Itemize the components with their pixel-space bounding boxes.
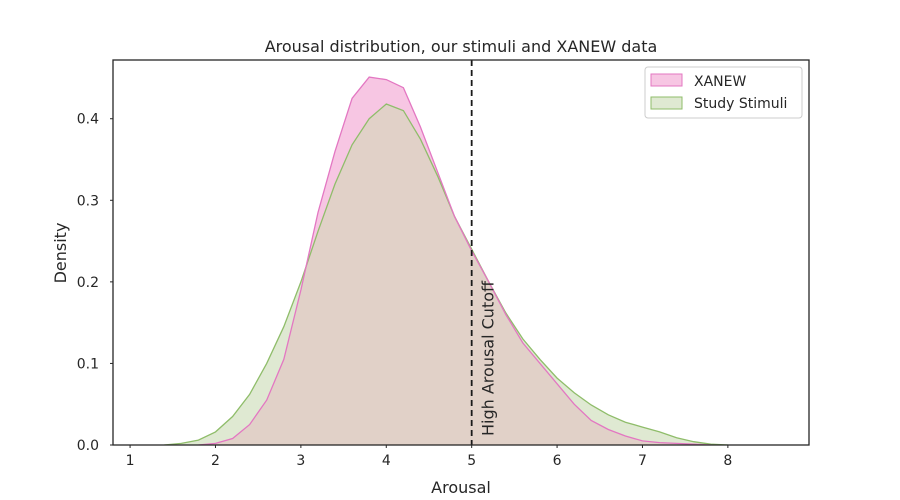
x-axis-label: Arousal	[431, 478, 491, 497]
legend-box	[644, 66, 803, 119]
x-tick-label: 8	[723, 453, 732, 469]
x-tick-label: 1	[126, 453, 135, 469]
legend-label-study-stimuli: Study Stimuli	[694, 96, 787, 112]
x-tick-label: 2	[211, 453, 220, 469]
chart-title: Arousal distribution, our stimuli and XA…	[265, 37, 658, 56]
y-tick-label: 0.0	[77, 438, 99, 454]
plot-area: High Arousal Cutoff	[164, 60, 728, 445]
overlap-area	[164, 104, 728, 445]
legend-label-xanew: XANEW	[694, 74, 746, 90]
legend-swatch-xanew	[650, 73, 683, 87]
x-tick-label: 3	[296, 453, 305, 469]
x-tick-label: 4	[382, 453, 391, 469]
study-stimuli-line	[164, 103, 728, 445]
legend-swatch-study-stimuli	[650, 96, 683, 110]
x-tick-label: 6	[553, 453, 562, 469]
legend: XANEW Study Stimuli	[644, 66, 803, 119]
y-tick-label: 0.2	[77, 275, 99, 291]
x-tick-label: 5	[467, 453, 476, 469]
y-tick-label: 0.4	[77, 112, 99, 128]
y-tick-label: 0.1	[77, 356, 99, 372]
xanew-line	[198, 76, 711, 445]
cutoff-label: High Arousal Cutoff	[479, 280, 498, 436]
plot-frame	[112, 59, 810, 446]
x-tick-label: 7	[638, 453, 647, 469]
y-axis-label: Density	[51, 223, 70, 284]
x-axis-ticks: 1 2 3 4 5 6 7 8	[126, 445, 732, 469]
y-tick-label: 0.3	[77, 193, 99, 209]
y-axis-ticks: 0.0 0.1 0.2 0.3 0.4	[77, 112, 113, 454]
